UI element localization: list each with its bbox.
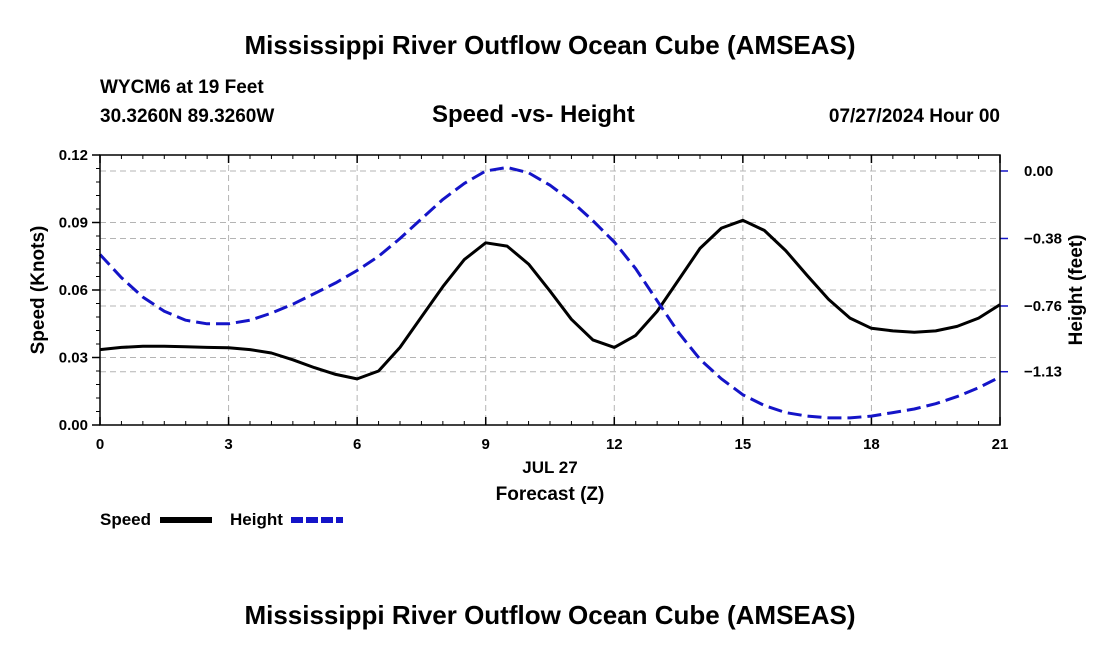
y2-tick-label: −1.13: [1024, 364, 1062, 381]
plot-frame: [99, 154, 1001, 426]
legend-height-label: Height: [230, 510, 283, 529]
x-tick-label: 3: [224, 436, 232, 453]
y-tick-label: 0.06: [59, 282, 88, 299]
y-tick-label: 0.09: [59, 215, 88, 232]
series-line-speed: [99, 218, 1001, 381]
y-tick-label: 0.03: [59, 350, 88, 367]
x-tick-label: 0: [96, 436, 104, 453]
y2-tick-label: −0.76: [1024, 298, 1062, 315]
chart-series: [98, 165, 1001, 420]
y-axis-label: Speed (Knots): [28, 226, 49, 355]
y2-tick-label: 0.00: [1024, 163, 1053, 180]
chart-grid: [100, 155, 1000, 425]
x-axis-label: Forecast (Z): [496, 484, 605, 505]
chart-labels: 0 3 6 9 12 15 18 21 0.00 0.03 0.06 0.09 0.12 0.00 −0.3…: [59, 147, 1062, 453]
legend-speed-label: Speed: [100, 510, 151, 529]
x-tick-label: 9: [482, 436, 490, 453]
y-tick-label: 0.00: [59, 417, 88, 434]
station-label: WYCM6 at 19 Feet: [100, 77, 264, 98]
y2-axis-label: Height (feet): [1066, 235, 1087, 346]
x-tick-label: 6: [353, 436, 361, 453]
x-tick-label: 21: [992, 436, 1009, 453]
x-tick-label: 12: [606, 436, 623, 453]
chart-subtitle: Speed -vs- Height: [432, 101, 635, 128]
forecast-datetime: 07/27/2024 Hour 00: [828, 106, 1000, 127]
footer-title: Mississippi River Outflow Ocean Cube (AM…: [244, 600, 856, 630]
x-tick-label: 18: [863, 436, 880, 453]
y-tick-label: 0.12: [59, 147, 88, 164]
y2-tick-label: −0.38: [1024, 230, 1062, 247]
x-axis-date-label: JUL 27: [522, 458, 577, 477]
coordinates-label: 30.3260N 89.3260W: [100, 106, 275, 127]
page-title: Mississippi River Outflow Ocean Cube (AM…: [244, 30, 856, 60]
series-line-height: [98, 165, 1001, 420]
x-tick-label: 15: [735, 436, 752, 453]
